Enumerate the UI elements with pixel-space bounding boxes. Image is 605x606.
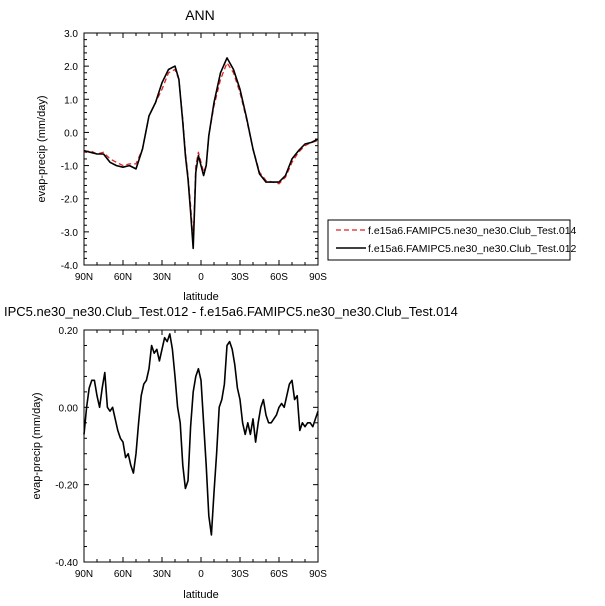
- y-tick-label-bottom: -0.40: [55, 558, 78, 569]
- x-tick-label-bottom: 30S: [231, 569, 249, 580]
- series-group-top: [83, 57, 319, 250]
- y-tick-label-top: 2.0: [64, 62, 78, 73]
- x-tick-label-top: 30S: [231, 272, 249, 283]
- chart-title-top: ANN: [185, 7, 215, 23]
- y-axis-top: -4.0 -3.0 -2.0 -1.0 0.0 1.0 2.0 3.0: [61, 29, 318, 272]
- x-tick-label-top: 0: [198, 272, 204, 283]
- y-tick-label-top: 3.0: [64, 29, 78, 40]
- x-axis-label-bottom: latitude: [183, 589, 218, 601]
- series-group-bottom: [83, 333, 319, 536]
- x-tick-label-bottom: 90S: [309, 569, 327, 580]
- x-tick-label-top: 30N: [153, 272, 171, 283]
- y-tick-label-top: 0.0: [64, 128, 78, 139]
- x-tick-label-bottom: 30N: [153, 569, 171, 580]
- y-tick-label-top: -4.0: [61, 261, 79, 272]
- legend-box: [327, 219, 571, 261]
- series-line-top-1: [83, 57, 319, 250]
- x-tick-label-bottom: 60N: [114, 569, 132, 580]
- plot-frame-top: [83, 32, 319, 266]
- x-axis-top: 90N 60N 30N 0 30S 60S 90S: [75, 33, 327, 283]
- y-tick-label-top: -2.0: [61, 195, 79, 206]
- y-tick-label-bottom: 0.00: [59, 403, 79, 414]
- chart-panel-bottom: IPC5.ne30_ne30.Club_Test.012 - f.e15a6.F…: [4, 304, 458, 601]
- y-axis-label-bottom: evap-precip (mm/day): [31, 393, 43, 500]
- x-tick-label-bottom: 0: [198, 569, 204, 580]
- x-tick-label-bottom: 90N: [75, 569, 93, 580]
- x-tick-label-top: 60N: [114, 272, 132, 283]
- legend-label-012: f.e15a6.FAMIPC5.ne30_ne30.Club_Test.012: [368, 243, 577, 255]
- chart-title-bottom: IPC5.ne30_ne30.Club_Test.012 - f.e15a6.F…: [4, 304, 458, 319]
- legend-label-014: f.e15a6.FAMIPC5.ne30_ne30.Club_Test.014: [368, 225, 577, 237]
- x-tick-label-top: 90N: [75, 272, 93, 283]
- y-tick-label-top: 1.0: [64, 95, 78, 106]
- plot-frame-bottom: [83, 329, 319, 563]
- y-axis-label-top: evap-precip (mm/day): [36, 96, 48, 203]
- y-tick-label-top: -1.0: [61, 162, 79, 173]
- x-axis-bottom: 90N 60N 30N 0 30S 60S 90S: [75, 330, 327, 580]
- series-line-top-0: [83, 62, 319, 243]
- y-tick-label-bottom: 0.20: [59, 326, 79, 337]
- x-tick-label-top: 90S: [309, 272, 327, 283]
- x-axis-label-top: latitude: [183, 291, 218, 303]
- x-tick-label-bottom: 60S: [270, 569, 288, 580]
- y-tick-label-top: -3.0: [61, 228, 79, 239]
- legend: f.e15a6.FAMIPC5.ne30_ne30.Club_Test.014 …: [327, 219, 577, 261]
- chart-panel-top: ANN -4.0 -3.0 -2.0 -1.0 0.0 1.0 2.0 3.0 90N 60N 3…: [36, 7, 327, 303]
- x-tick-label-top: 60S: [270, 272, 288, 283]
- y-tick-label-bottom: -0.20: [55, 481, 78, 492]
- y-axis-bottom: -0.40 -0.20 0.00 0.20: [55, 326, 318, 569]
- series-line-bottom-0: [83, 333, 319, 536]
